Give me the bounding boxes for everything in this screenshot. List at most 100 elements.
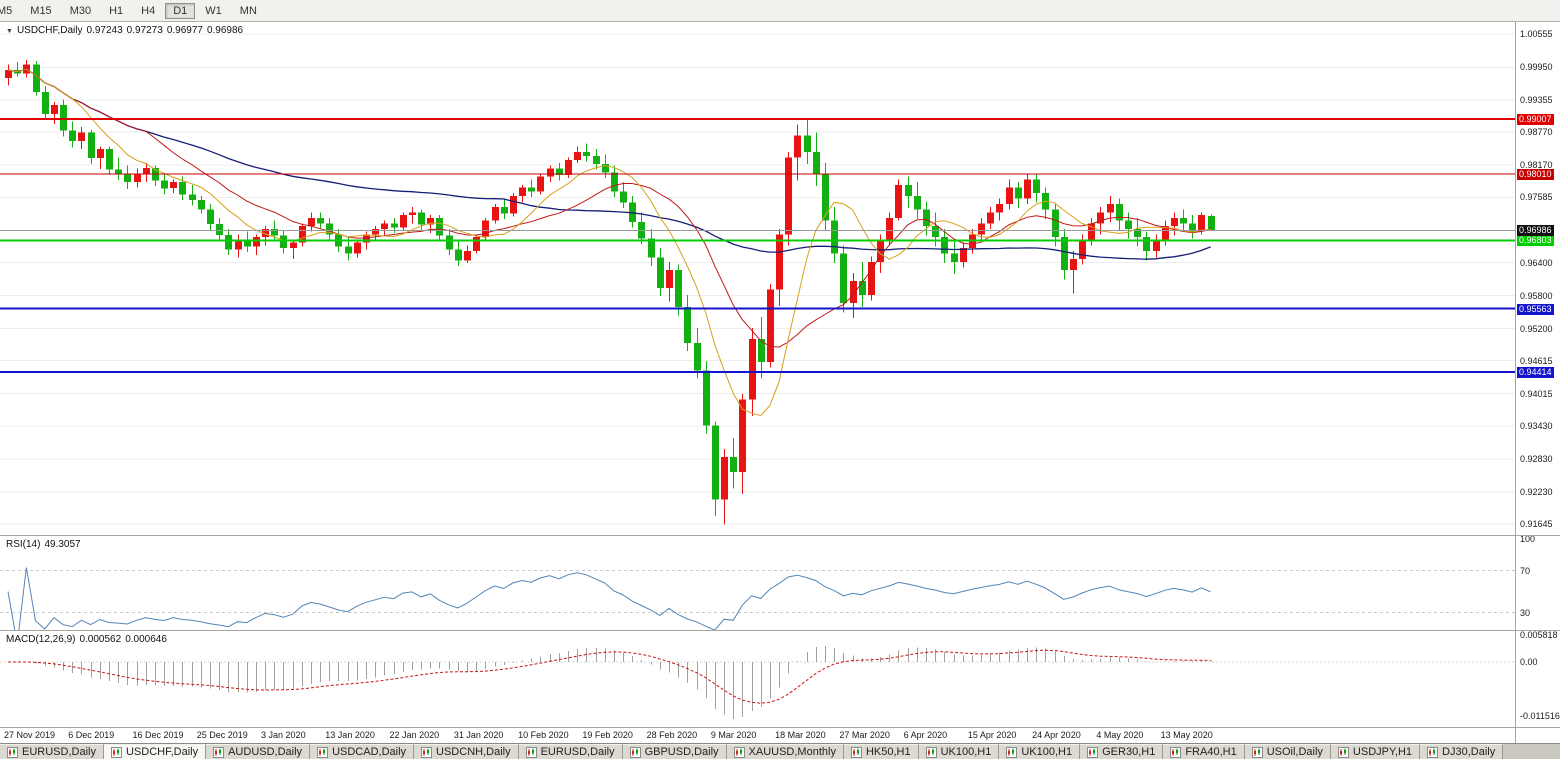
- chart-tab-label: DJ30,Daily: [1442, 746, 1496, 758]
- price-axis-label: 0.98170: [1520, 160, 1553, 171]
- timeframe-toolbar: M5 M15 M30 H1 H4 D1 W1 MN: [0, 0, 1560, 22]
- chart-tab-audusd-daily[interactable]: AUDUSD,Daily: [206, 744, 311, 759]
- price-axis-separator: [1515, 22, 1516, 743]
- chart-tab-label: USDCHF,Daily: [125, 746, 199, 758]
- rsi-current-value: 49.3057: [44, 539, 81, 550]
- date-axis-label: 25 Dec 2019: [196, 730, 248, 740]
- macd-legend: MACD(12,26,9) 0.000562 0.000646: [6, 634, 171, 645]
- date-axis-label: 13 Jan 2020: [325, 730, 375, 740]
- timeframe-button-h4[interactable]: H4: [141, 4, 156, 17]
- price-axis-label: 0.92830: [1520, 453, 1553, 464]
- chart-tab-label: EURUSD,Daily: [540, 746, 615, 758]
- date-axis-label: 3 Jan 2020: [261, 730, 306, 740]
- chart-tab-label: UK100,H1: [940, 746, 992, 758]
- chart-tab-usdjpy-h1[interactable]: USDJPY,H1: [1330, 744, 1421, 759]
- timeframe-button-d1[interactable]: D1: [165, 2, 196, 19]
- mini-chart-icon: [1006, 746, 1018, 758]
- mini-chart-icon: [317, 746, 329, 758]
- chart-tab-xauusd-monthly[interactable]: XAUUSD,Monthly: [726, 744, 844, 759]
- price-level-badge: 0.94414: [1517, 366, 1554, 378]
- date-axis-label: 31 Jan 2020: [453, 730, 504, 740]
- timeframe-button-w1[interactable]: W1: [205, 4, 222, 17]
- chart-tab-usdcad-daily[interactable]: USDCAD,Daily: [310, 744, 415, 759]
- date-axis-label: 6 Apr 2020: [903, 730, 948, 740]
- macd-panel-separator[interactable]: [0, 630, 1560, 631]
- rsi-panel-separator[interactable]: [0, 535, 1560, 536]
- price-axis-label: 0.95200: [1520, 323, 1553, 334]
- chart-tab-hk50-h1[interactable]: HK50,H1: [843, 744, 919, 759]
- chart-tab-label: USOil,Daily: [1266, 746, 1323, 758]
- price-axis-label: 0.94015: [1520, 388, 1553, 399]
- chart-tab-uk100-h1[interactable]: UK100,H1: [999, 744, 1081, 759]
- rsi-axis-label: 70: [1520, 565, 1531, 576]
- date-axis-label: 18 Mar 2020: [775, 730, 826, 740]
- mini-chart-icon: [1170, 746, 1182, 758]
- legend-close-value: 0.96986: [206, 25, 244, 36]
- chart-tab-uk100-h1[interactable]: UK100,H1: [918, 744, 1000, 759]
- chart-tab-usoil-daily[interactable]: USOil,Daily: [1244, 744, 1331, 759]
- chart-tab-label: GER30,H1: [1102, 746, 1156, 758]
- date-axis-label: 9 Mar 2020: [710, 730, 757, 740]
- chart-tab-label: HK50,H1: [865, 746, 911, 758]
- macd-axis-label: -0.011516: [1520, 711, 1560, 722]
- legend-low-value: 0.96977: [166, 25, 203, 36]
- price-axis[interactable]: 1.00555 0.99950 0.99355 0.98770 0.98170 0.975…: [1516, 22, 1560, 743]
- chart-tab-ger30-h1[interactable]: GER30,H1: [1080, 744, 1164, 759]
- chart-tab-gbpusd-daily[interactable]: GBPUSD,Daily: [622, 744, 727, 759]
- mini-chart-icon: [629, 746, 641, 758]
- chart-tab-bar: EURUSD,Daily USDCHF,Daily AUDUSD,Daily USDC…: [0, 743, 1560, 759]
- main-price-chart[interactable]: [0, 22, 1515, 535]
- legend-high-value: 0.97273: [126, 25, 163, 36]
- chart-tab-fra40-h1[interactable]: FRA40,H1: [1163, 744, 1245, 759]
- macd-main-value: 0.000562: [79, 634, 122, 645]
- date-axis-label: 28 Feb 2020: [646, 730, 698, 740]
- macd-axis-label: 0.00: [1520, 657, 1538, 667]
- rsi-axis-label: 100: [1520, 534, 1536, 544]
- chart-tab-label: USDCNH,Daily: [436, 746, 511, 758]
- price-axis-label: 0.96400: [1520, 257, 1553, 268]
- timeframe-button-m15[interactable]: M15: [30, 4, 52, 17]
- macd-indicator-panel[interactable]: [0, 631, 1515, 727]
- mini-chart-icon: [7, 746, 18, 758]
- date-axis-label: 16 Dec 2019: [132, 730, 184, 740]
- chart-tab-label: UK100,H1: [1021, 746, 1073, 758]
- mini-chart-icon: [1251, 746, 1263, 758]
- mini-chart-icon: [850, 746, 862, 758]
- date-axis-label: 19 Feb 2020: [582, 730, 633, 740]
- price-axis-label: 0.99950: [1520, 62, 1553, 73]
- chart-tab-eurusd-daily[interactable]: EURUSD,Daily: [0, 744, 104, 759]
- chart-legend: ▼ USDCHF,Daily 0.97243 0.97273 0.96977 0.9698…: [6, 25, 247, 36]
- date-axis-label: 24 Apr 2020: [1032, 730, 1081, 740]
- legend-symbol: USDCHF,Daily: [16, 25, 83, 36]
- timeframe-button-h1[interactable]: H1: [109, 4, 124, 17]
- timeframe-button-m5[interactable]: M5: [0, 4, 13, 17]
- price-axis-label: 0.91645: [1520, 519, 1553, 530]
- price-level-badge: 0.99007: [1517, 114, 1554, 126]
- rsi-indicator-panel[interactable]: [0, 536, 1515, 630]
- date-axis-label: 10 Feb 2020: [518, 730, 569, 740]
- chart-tab-usdcnh-daily[interactable]: USDCNH,Daily: [414, 744, 519, 759]
- legend-open-value: 0.97243: [86, 25, 123, 36]
- rsi-axis-label: 30: [1520, 607, 1531, 618]
- timeframe-button-mn[interactable]: MN: [239, 4, 257, 17]
- legend-collapse-icon[interactable]: ▼: [6, 28, 13, 35]
- chart-tab-label: FRA40,H1: [1185, 746, 1237, 758]
- chart-tab-dj30-daily[interactable]: DJ30,Daily: [1420, 744, 1504, 759]
- chart-tab-eurusd-daily[interactable]: EURUSD,Daily: [518, 744, 623, 759]
- mini-chart-icon: [110, 746, 122, 758]
- timeframe-button-m30[interactable]: M30: [69, 4, 92, 17]
- price-axis-label: 0.98770: [1520, 127, 1553, 138]
- price-level-badge: 0.96986: [1517, 225, 1554, 237]
- chart-tab-usdchf-daily[interactable]: USDCHF,Daily: [103, 744, 207, 759]
- macd-axis-label: 0.005818: [1520, 629, 1558, 640]
- mini-chart-icon: [213, 746, 225, 758]
- rsi-legend: RSI(14) 49.3057: [6, 539, 85, 550]
- chart-tab-label: GBPUSD,Daily: [644, 746, 719, 758]
- price-axis-label: 0.94615: [1520, 355, 1553, 366]
- chart-tab-label: XAUUSD,Monthly: [748, 746, 836, 758]
- price-axis-label: 0.92230: [1520, 486, 1553, 497]
- date-axis[interactable]: 27 Nov 2019 6 Dec 2019 16 Dec 2019 25 Dec 2…: [0, 728, 1560, 743]
- date-axis-separator: [0, 727, 1560, 728]
- date-axis-label: 6 Dec 2019: [68, 730, 115, 740]
